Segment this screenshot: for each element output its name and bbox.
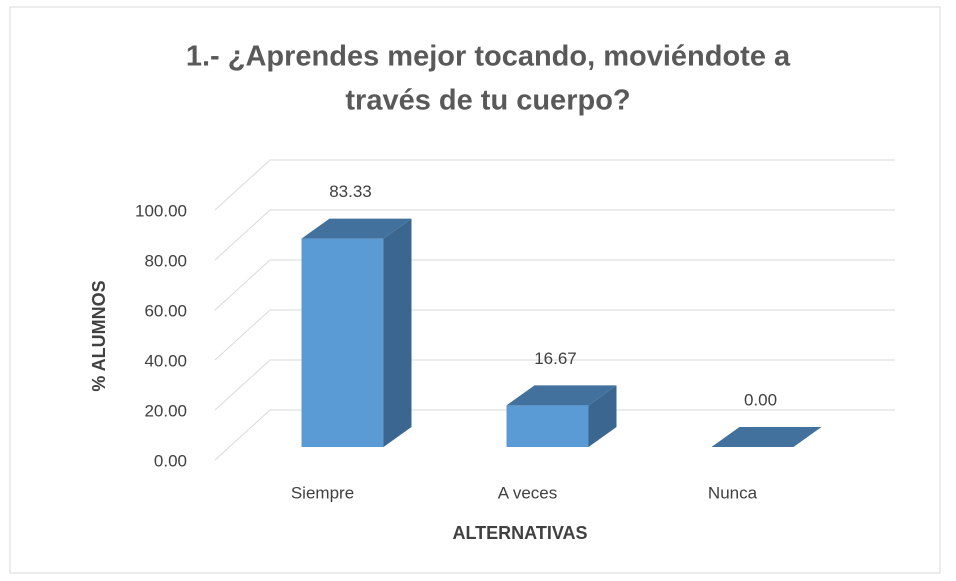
bar [506,385,617,447]
bar [301,218,412,447]
grid-line [214,259,271,311]
bar-front [301,238,384,447]
grid-line [214,159,271,211]
y-tick-label: 40.00 [144,351,187,370]
x-axis-title: ALTERNATIVAS [453,523,588,543]
bar [711,427,822,447]
y-tick-label: 80.00 [144,251,187,270]
chart-title: través de tu cuerpo? [345,85,630,117]
data-label: 16.67 [534,349,577,368]
y-tick-label: 0.00 [154,451,187,470]
chart-title: 1.- ¿Aprendes mejor tocando, moviéndote … [186,41,791,73]
grid-line [214,309,271,361]
bar-top [301,218,412,239]
bar-front [506,405,589,447]
grid-line [214,359,271,411]
bar-top [506,385,617,406]
chart-frame [9,6,941,574]
y-tick-label: 100.00 [135,201,187,220]
x-tick-label: A veces [498,483,558,502]
bar-side [588,385,617,447]
y-axis-title: % ALUMNOS [89,280,109,391]
data-label: 0.00 [744,390,777,409]
x-tick-label: Siempre [291,483,354,502]
y-tick-label: 20.00 [144,401,187,420]
grid-line [214,409,271,461]
y-tick-label: 60.00 [144,301,187,320]
data-label: 83.33 [329,182,372,201]
bar-top [711,427,822,447]
x-tick-label: Nunca [708,483,758,502]
bar-side [383,218,412,447]
grid-line [214,209,271,261]
